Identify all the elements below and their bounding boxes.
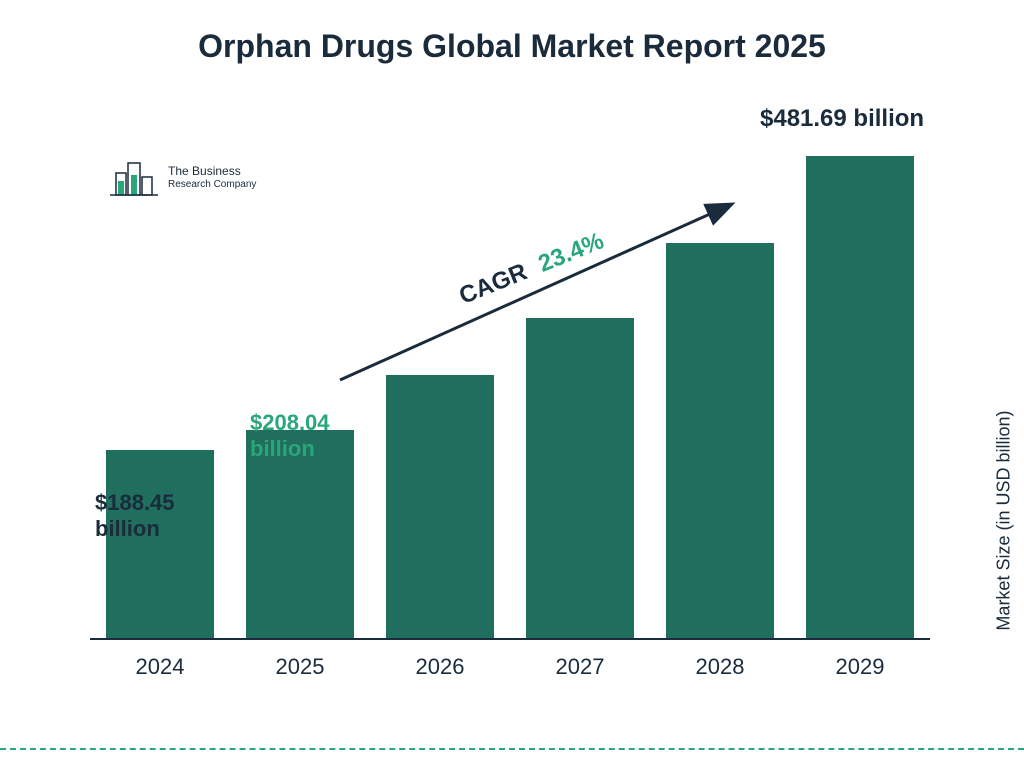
cagr-arrow [330, 190, 750, 390]
amount-2024: $188.45 [95, 490, 175, 516]
x-label-0: 2024 [100, 646, 220, 680]
value-label-2024: $188.45 billion [95, 490, 175, 543]
bar-2024 [100, 450, 220, 638]
bar-2026 [380, 375, 500, 638]
x-axis-labels: 2024 2025 2026 2027 2028 2029 [90, 646, 930, 680]
x-label-4: 2028 [660, 646, 780, 680]
amount-2025: $208.04 [250, 410, 330, 436]
x-label-3: 2027 [520, 646, 640, 680]
unit-2025: billion [250, 436, 330, 462]
value-label-2025: $208.04 billion [250, 410, 330, 463]
x-label-2: 2026 [380, 646, 500, 680]
unit-2024: billion [95, 516, 175, 542]
value-label-2029: $481.69 billion [760, 105, 924, 134]
y-axis-label: Market Size (in USD billion) [994, 411, 1015, 631]
bar-2029 [800, 156, 920, 638]
chart-title: Orphan Drugs Global Market Report 2025 [0, 28, 1024, 65]
x-label-1: 2025 [240, 646, 360, 680]
bottom-divider [0, 748, 1024, 750]
x-label-5: 2029 [800, 646, 920, 680]
